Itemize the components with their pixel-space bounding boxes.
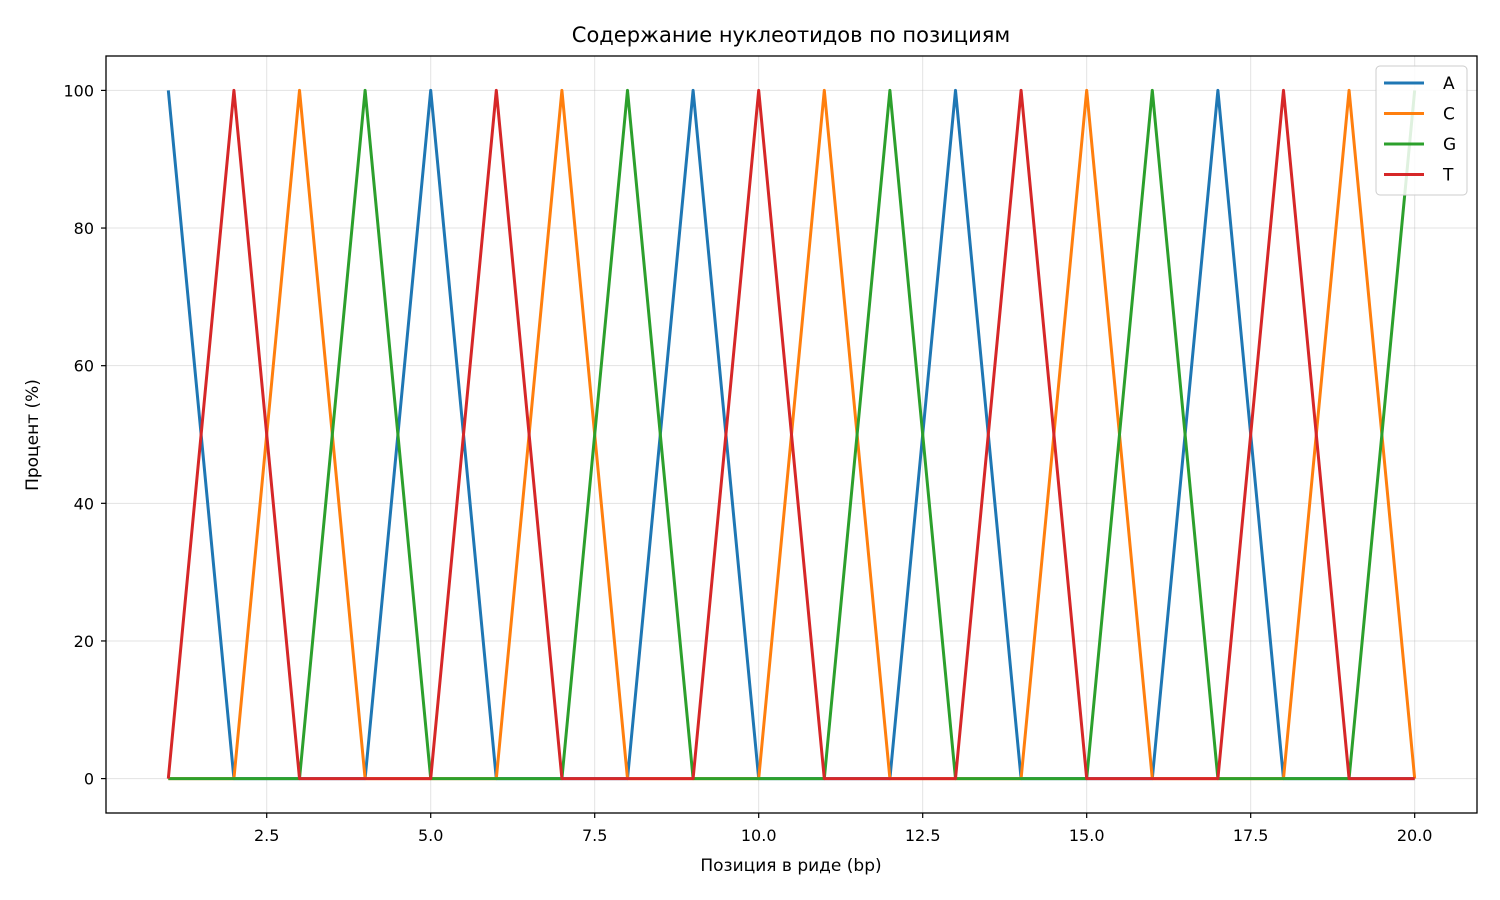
y-tick-label: 80 <box>74 219 94 238</box>
y-tick-label: 40 <box>74 494 94 513</box>
legend-box <box>1375 65 1468 196</box>
legend-label-A: A <box>1443 74 1455 94</box>
legend-label-T: T <box>1442 166 1454 186</box>
x-tick-label: 20.0 <box>1397 826 1433 845</box>
y-tick-label: 60 <box>74 357 94 376</box>
series-line-G <box>168 88 1417 781</box>
x-tick-label: 17.5 <box>1233 826 1269 845</box>
x-tick-label: 5.0 <box>418 826 443 845</box>
x-axis-label: Позиция в риде (bp) <box>700 856 881 876</box>
grid <box>106 56 1477 813</box>
chart-title: Содержание нуклеотидов по позициям <box>572 23 1010 47</box>
y-tick-label: 20 <box>74 632 94 651</box>
plot-area-frame <box>105 55 1478 814</box>
series-lines <box>166 88 1417 781</box>
legend-label-G: G <box>1443 135 1456 155</box>
x-tick-label: 2.5 <box>254 826 279 845</box>
x-tick-label: 12.5 <box>905 826 941 845</box>
x-tick-label: 10.0 <box>741 826 777 845</box>
y-axis-label: Процент (%) <box>23 379 43 491</box>
y-tick-label: 0 <box>84 770 94 789</box>
x-tick-label: 7.5 <box>582 826 607 845</box>
legend-label-C: C <box>1443 105 1455 125</box>
series-line-T <box>166 88 1415 781</box>
axis-ticks: 2.5 5.0 7.5 10.0 12.5 15.0 17.5 20.0 0 20 40 60 80 10… <box>63 81 1432 845</box>
x-tick-label: 15.0 <box>1069 826 1105 845</box>
y-tick-label: 100 <box>63 81 94 100</box>
